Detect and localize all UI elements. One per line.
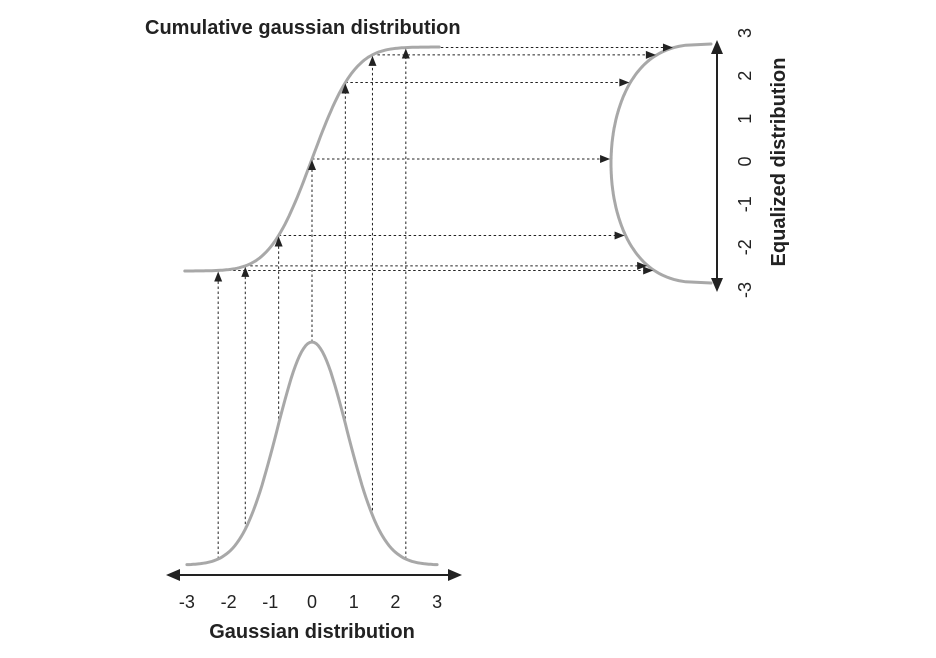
right-tick-label: -1 bbox=[735, 196, 755, 212]
cumulative-title: Cumulative gaussian distribution bbox=[145, 17, 461, 39]
right-tick-label: -3 bbox=[735, 282, 755, 298]
right-tick-label: 2 bbox=[735, 71, 755, 81]
bottom-tick-label: -3 bbox=[179, 592, 195, 612]
bottom-tick-label: 0 bbox=[307, 592, 317, 612]
bottom-axis: -3 -2 -1 0 1 2 3 bbox=[166, 569, 462, 612]
arrowhead-right bbox=[614, 231, 625, 240]
arrowhead-right bbox=[637, 261, 648, 270]
guide-lines bbox=[217, 47, 664, 560]
bottom-tick-label: 2 bbox=[390, 592, 400, 612]
bottom-tick-label: -1 bbox=[262, 592, 278, 612]
gaussian-curve bbox=[185, 340, 439, 567]
bottom-tick-label: 3 bbox=[432, 592, 442, 612]
arrowhead-up bbox=[308, 160, 316, 170]
arrowhead-up bbox=[214, 271, 223, 282]
right-tick-label: 1 bbox=[735, 114, 755, 124]
right-tick-label: -2 bbox=[735, 239, 755, 255]
right-axis-label: Equalized distribution bbox=[768, 58, 790, 267]
arrowhead-up bbox=[368, 55, 377, 66]
arrowhead-up bbox=[274, 236, 283, 247]
guide-arrowheads bbox=[214, 43, 673, 282]
arrowhead-right bbox=[643, 266, 654, 275]
bottom-tick-label: -2 bbox=[221, 592, 237, 612]
arrowhead-up bbox=[341, 83, 350, 94]
arrowhead-right bbox=[662, 43, 673, 52]
right-tick-label: 3 bbox=[735, 28, 755, 38]
right-axis-bottom-arrow bbox=[711, 278, 723, 292]
bottom-axis-right-arrow bbox=[448, 569, 462, 581]
right-axis-top-arrow bbox=[711, 40, 723, 54]
bottom-axis-left-arrow bbox=[166, 569, 180, 581]
arrowhead-up bbox=[241, 266, 250, 277]
right-tick-label: 0 bbox=[735, 156, 755, 166]
arrowhead-right bbox=[600, 155, 611, 163]
equalized-curve bbox=[609, 42, 713, 285]
arrowhead-right bbox=[645, 50, 656, 59]
bottom-tick-label: 1 bbox=[349, 592, 359, 612]
bottom-axis-label: Gaussian distribution bbox=[209, 621, 415, 643]
arrowhead-up bbox=[401, 48, 410, 59]
arrowhead-right bbox=[619, 78, 630, 87]
right-axis: 3 2 1 0 -1 -2 -3 bbox=[711, 28, 755, 298]
bottom-tick-labels: -3 -2 -1 0 1 2 3 bbox=[179, 592, 442, 612]
right-tick-labels: 3 2 1 0 -1 -2 -3 bbox=[735, 28, 755, 298]
cumulative-curve bbox=[183, 45, 441, 273]
